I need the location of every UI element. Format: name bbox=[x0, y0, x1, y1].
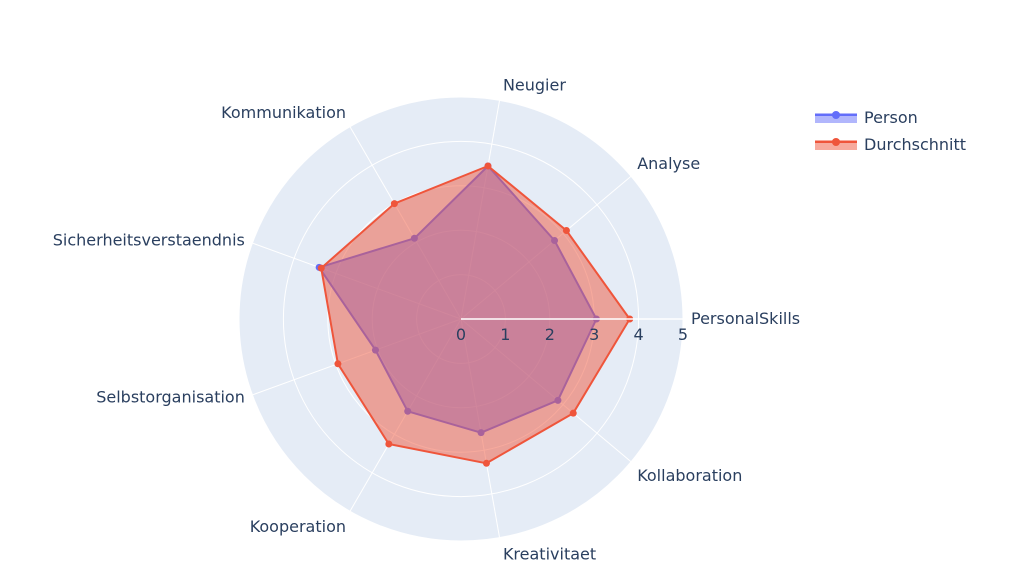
series-layer bbox=[315, 162, 634, 467]
angular-label-kollaboration: Kollaboration bbox=[637, 466, 742, 485]
point-durchschnitt-sicherheitsverstaendnis[interactable] bbox=[317, 264, 325, 272]
angular-label-analyse: Analyse bbox=[637, 154, 700, 173]
angular-labels: PersonalSkills Analyse Neugier Kommunikatio… bbox=[53, 75, 800, 563]
radial-tick-label-4: 4 bbox=[634, 325, 644, 344]
radial-tick-label-2: 2 bbox=[545, 325, 555, 344]
angular-label-kommunikation: Kommunikation bbox=[221, 103, 346, 122]
point-durchschnitt-kommunikation[interactable] bbox=[390, 200, 398, 208]
point-durchschnitt-analyse[interactable] bbox=[562, 227, 570, 235]
radial-tick-label-1: 1 bbox=[500, 325, 510, 344]
angular-label-kooperation: Kooperation bbox=[250, 517, 346, 536]
radial-axis: 0 1 2 3 4 5 bbox=[456, 318, 688, 344]
radial-tick-label-3: 3 bbox=[589, 325, 599, 344]
series-durchschnitt bbox=[317, 162, 634, 467]
legend-marker bbox=[832, 138, 840, 146]
point-durchschnitt-kooperation[interactable] bbox=[385, 440, 393, 448]
radial-tick-label-5: 5 bbox=[678, 325, 688, 344]
angular-label-personalskills: PersonalSkills bbox=[691, 309, 800, 328]
angular-label-sicherheitsverstaendnis: Sicherheitsverstaendnis bbox=[53, 230, 245, 249]
point-durchschnitt-selbstorganisation[interactable] bbox=[334, 360, 342, 368]
radial-tick-label-0: 0 bbox=[456, 325, 466, 344]
legend-marker bbox=[832, 111, 840, 119]
point-durchschnitt-kreativitaet[interactable] bbox=[482, 459, 490, 467]
series-area-durchschnitt bbox=[320, 165, 631, 465]
legend-item-durchschnitt[interactable]: Durchschnitt bbox=[815, 135, 966, 154]
legend: Person Durchschnitt bbox=[815, 108, 966, 154]
legend-label: Durchschnitt bbox=[864, 135, 966, 154]
legend-label: Person bbox=[864, 108, 918, 127]
angular-label-selbstorganisation: Selbstorganisation bbox=[96, 388, 245, 407]
point-durchschnitt-neugier[interactable] bbox=[484, 162, 492, 170]
legend-item-person[interactable]: Person bbox=[815, 108, 918, 127]
angular-label-neugier: Neugier bbox=[503, 75, 566, 94]
angular-label-kreativitaet: Kreativitaet bbox=[503, 545, 596, 564]
point-durchschnitt-kollaboration[interactable] bbox=[569, 409, 577, 417]
